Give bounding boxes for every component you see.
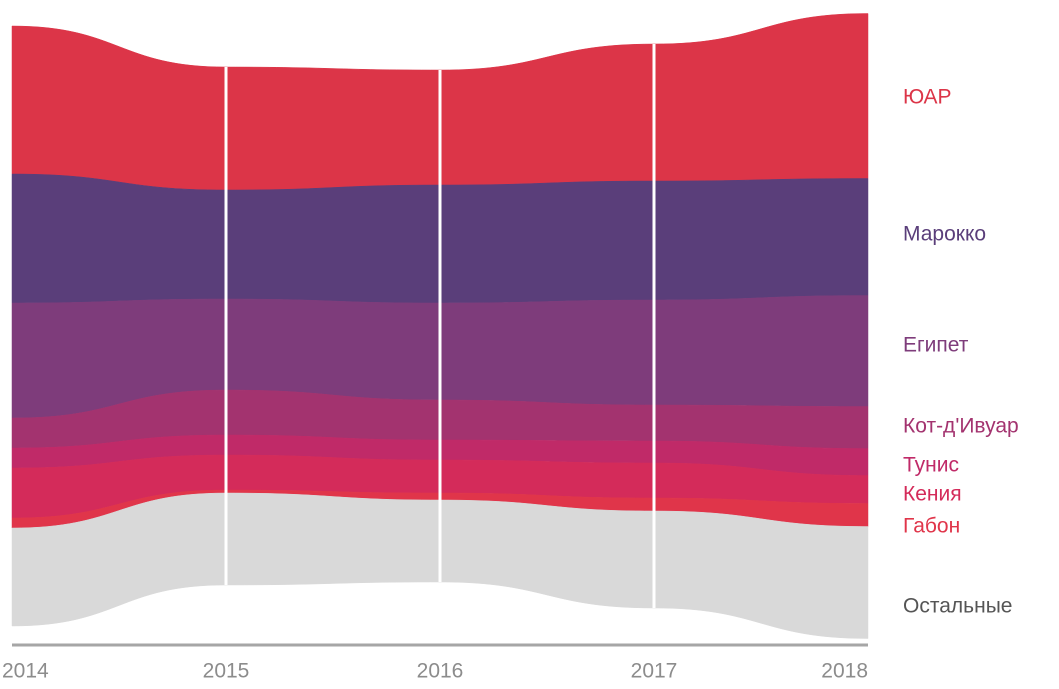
legend-label: Габон — [903, 515, 960, 538]
x-tick-label: 2014 — [2, 660, 49, 683]
legend-label: ЮАР — [903, 86, 952, 109]
legend-label: Кот-д'Ивуар — [903, 415, 1019, 438]
x-tick-label: 2015 — [203, 660, 250, 683]
legend-label: Кения — [903, 483, 962, 506]
x-tick-label: 2017 — [631, 660, 678, 683]
x-tick-label: 2016 — [417, 660, 464, 683]
legend-label: Марокко — [903, 223, 986, 246]
legend-label: Египет — [903, 334, 969, 357]
x-tick-label: 2018 — [821, 660, 868, 683]
legend-label: Остальные — [903, 595, 1012, 618]
legend-label: Тунис — [903, 454, 959, 477]
